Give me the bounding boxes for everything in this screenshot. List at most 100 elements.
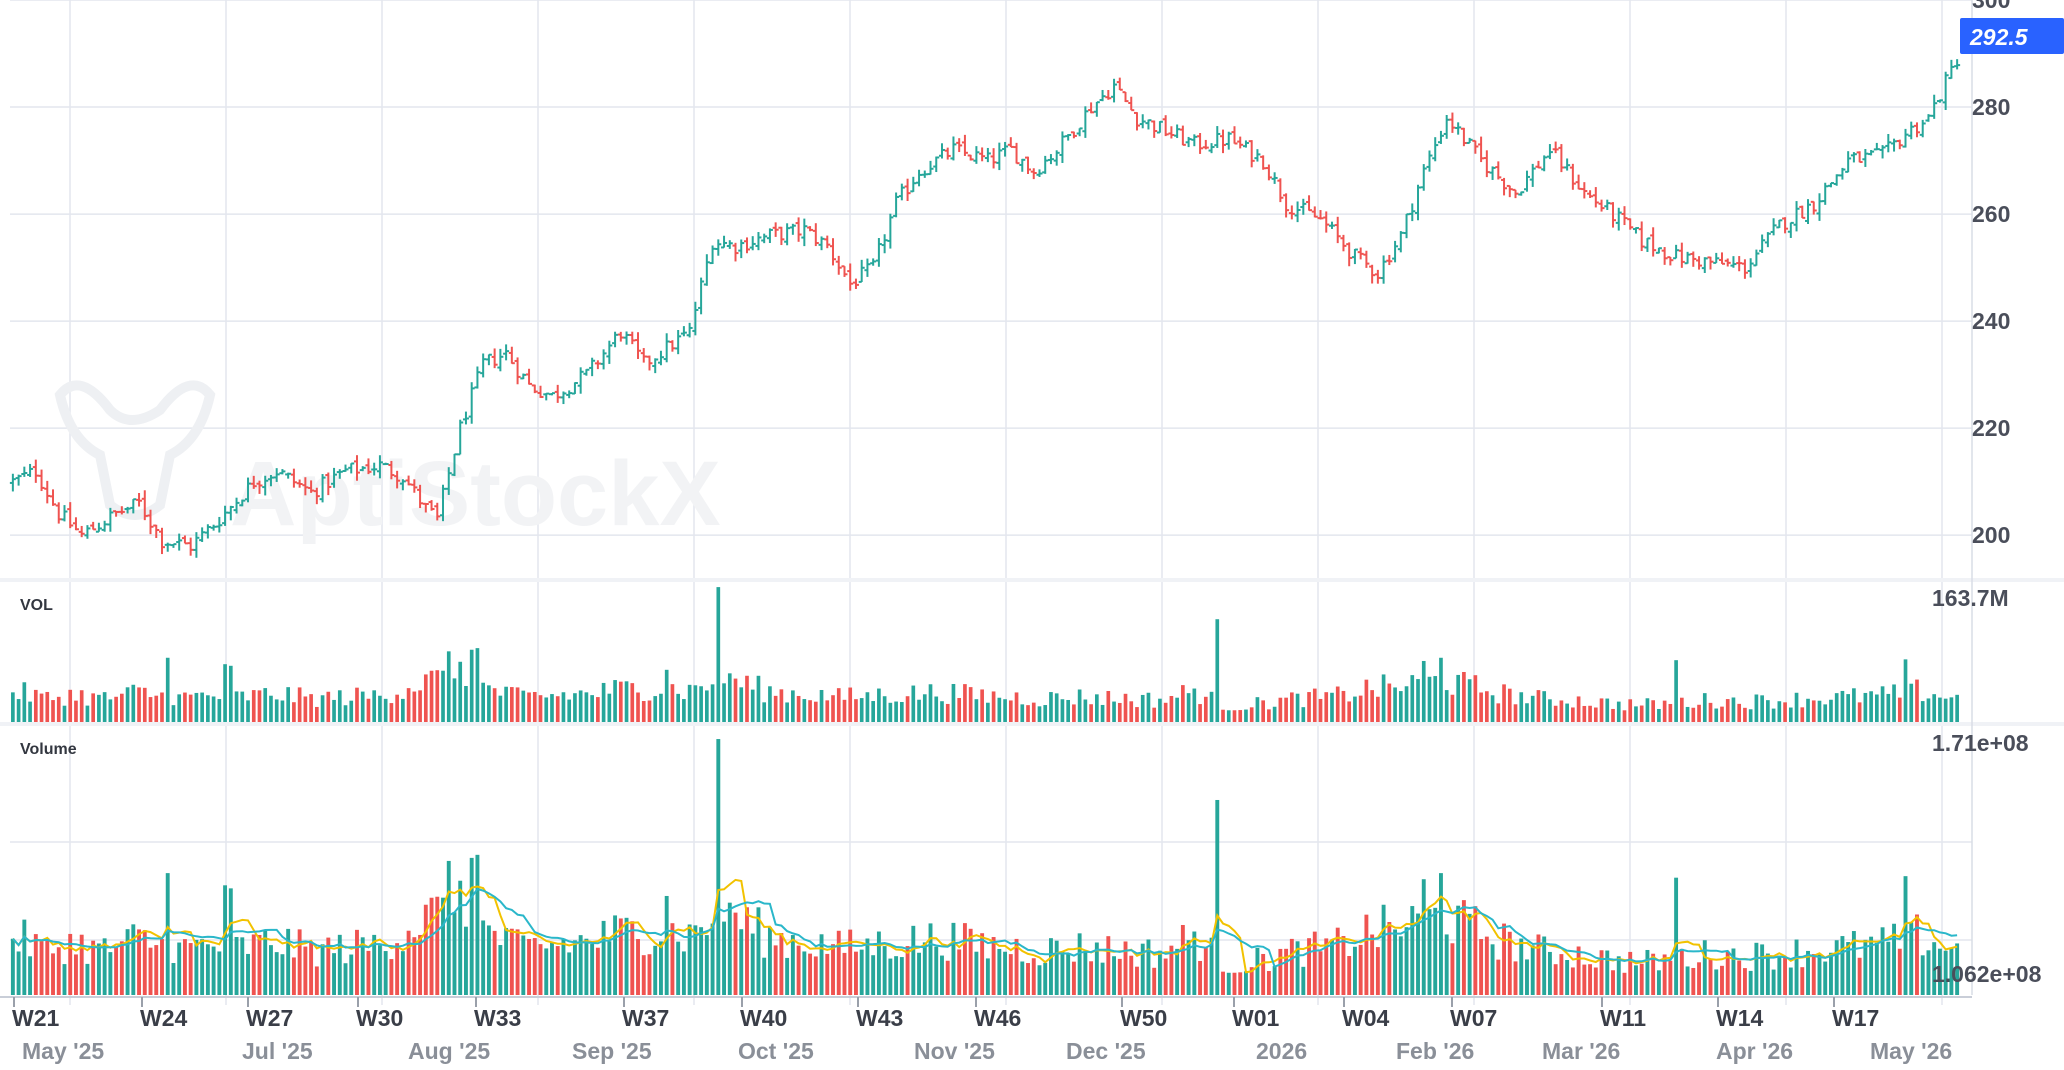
price-bar: [1478, 136, 1485, 163]
vol-bar: [618, 681, 623, 722]
price-bar: [411, 479, 418, 493]
vol-bar: [1880, 686, 1885, 722]
volume-bar: [1140, 943, 1145, 995]
volume-bar: [475, 854, 480, 995]
vol-bar: [228, 665, 233, 722]
volume-bar: [905, 946, 910, 995]
price-bar: [359, 466, 366, 472]
price-bar: [893, 192, 900, 218]
volume-bar: [1026, 963, 1030, 995]
vol-bar: [578, 690, 583, 722]
vol-bar: [1106, 690, 1111, 722]
vol-bar: [1576, 696, 1581, 722]
vol-bar: [1249, 707, 1254, 722]
vol-bar: [1353, 696, 1357, 722]
volume-bar: [377, 945, 382, 995]
vol-bar: [584, 692, 589, 722]
volume-bar: [876, 931, 881, 995]
vol-bar: [796, 695, 801, 722]
volume-bar: [1611, 970, 1615, 995]
volume-bar: [1937, 948, 1942, 995]
volume-bar: [1117, 958, 1122, 995]
volume-bar: [412, 937, 417, 995]
vol-bar: [1192, 688, 1197, 722]
vol-bar: [1393, 687, 1397, 722]
price-bar: [1317, 210, 1324, 220]
price-bar: [170, 543, 177, 548]
price-bar: [692, 301, 699, 336]
price-bar: [1839, 167, 1846, 180]
price-bar: [1306, 195, 1313, 212]
vol-bar: [659, 693, 663, 722]
volume-bar: [360, 937, 365, 995]
vol-bar: [1485, 691, 1489, 722]
volume-bar: [1312, 931, 1317, 995]
price-bar: [55, 502, 62, 524]
price-bar: [1174, 124, 1181, 139]
vol-bar: [888, 702, 893, 722]
price-bar: [1357, 247, 1364, 260]
week-tick-label: W50: [1120, 1005, 1167, 1031]
vol-bar: [498, 695, 503, 722]
vol-bar: [1473, 675, 1478, 722]
price-tick-label: 280: [1972, 94, 2010, 120]
vol-bar: [1834, 693, 1839, 722]
price-bar: [434, 502, 441, 521]
volume-bar: [945, 960, 950, 995]
vol-bar: [177, 694, 182, 722]
price-bar: [1277, 178, 1284, 203]
vol-bar: [1410, 675, 1415, 722]
volume-bar: [79, 934, 84, 995]
vol-bar: [154, 695, 159, 722]
volume-bar: [699, 927, 704, 995]
price-bar: [715, 239, 722, 256]
price-bar: [1168, 126, 1175, 139]
vol-bar: [435, 670, 440, 722]
vol-bar: [418, 690, 422, 722]
volume-ma-slow: [12, 887, 1958, 969]
vol-bar: [85, 705, 90, 722]
price-bar: [1495, 161, 1502, 180]
vol-bar: [1043, 705, 1048, 722]
price-bar: [1088, 102, 1095, 114]
price-bar: [1753, 249, 1760, 267]
week-tick-label: W04: [1342, 1005, 1390, 1031]
month-tick-label: 2026: [1256, 1038, 1307, 1064]
price-bar: [1650, 227, 1657, 257]
month-tick-label: Jul '25: [242, 1038, 313, 1064]
price-bar: [451, 453, 458, 477]
vol-bar: [412, 691, 417, 722]
volume-bar: [848, 929, 853, 995]
price-bar: [1386, 254, 1393, 266]
price-bar: [961, 134, 968, 156]
vol-bar: [1347, 701, 1352, 722]
vol-bar: [1754, 694, 1759, 722]
vol-bar: [1037, 706, 1042, 722]
vol-bar: [1158, 698, 1162, 722]
vol-bar: [1840, 690, 1845, 722]
price-bar: [956, 138, 963, 153]
volume-bar: [940, 955, 944, 995]
vol-bar: [165, 657, 170, 722]
price-bar: [847, 263, 854, 291]
vol-bar: [1857, 702, 1862, 722]
vol-bar: [1060, 699, 1065, 722]
vol-bar: [223, 664, 227, 722]
volume-bar: [309, 942, 314, 995]
vol-bar: [1467, 679, 1472, 722]
volume-bar: [435, 896, 440, 995]
price-bar: [1610, 202, 1617, 228]
price-bar: [90, 521, 97, 531]
week-tick-label: W43: [856, 1005, 903, 1031]
vol-bar: [756, 675, 761, 722]
price-bar: [1805, 199, 1812, 224]
volume-bar: [899, 957, 904, 995]
volume-bars: [10, 739, 1960, 995]
vol-bar: [11, 692, 15, 722]
price-bar: [594, 360, 601, 370]
volume-bar: [240, 937, 245, 995]
price-bar: [612, 331, 619, 348]
price-bar: [996, 142, 1003, 171]
volume-bar: [1771, 969, 1776, 995]
